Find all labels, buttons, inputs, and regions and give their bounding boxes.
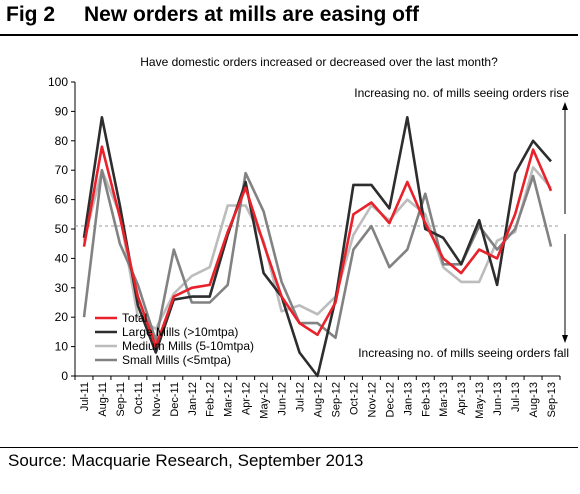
x-tick-label: Oct-12	[348, 382, 360, 415]
line-chart: Have domestic orders increased or decrea…	[48, 55, 569, 419]
x-tick-label: Nov-11	[151, 382, 163, 417]
annotation-upper: Increasing no. of mills seeing orders ri…	[354, 86, 569, 100]
x-tick-label: Oct-11	[133, 382, 145, 414]
series-line	[82, 166, 552, 331]
y-tick-label: 40	[55, 251, 69, 265]
x-tick-label: Jul-11	[79, 382, 91, 411]
y-tick-label: 30	[55, 281, 69, 295]
x-tick-label: Jan-12	[187, 382, 199, 416]
annotation-lower: Increasing no. of mills seeing orders fa…	[358, 346, 569, 360]
legend-label: Small Mills (<5mtpa)	[122, 353, 231, 367]
x-tick-label: Jun-12	[277, 382, 289, 416]
x-tick-label: Dec-12	[384, 382, 396, 417]
y-tick-label: 80	[55, 134, 69, 148]
x-axis: Jul-11 Aug-11 Sep-11 Oct-11 Nov-11 Dec-11 Jan-…	[74, 375, 561, 419]
y-tick-label: 20	[55, 310, 69, 324]
y-tick-label: 100	[48, 75, 68, 89]
x-tick-label: Feb-12	[205, 382, 217, 417]
series-lines	[82, 116, 553, 378]
x-tick-label: Apr-13	[456, 382, 468, 415]
x-tick-label: Dec-11	[169, 382, 181, 417]
annotations: Increasing no. of mills seeing orders ri…	[354, 86, 569, 360]
x-tick-label: Sep-12	[330, 382, 342, 417]
figure-title: Fig 2 New orders at mills are easing off	[6, 3, 419, 27]
y-tick-label: 70	[55, 163, 69, 177]
x-tick-label: Apr-12	[241, 382, 253, 415]
legend-label: Large Mills (>10mtpa)	[122, 325, 238, 339]
x-tick-label: Aug-12	[313, 382, 325, 417]
legend-label: Medium Mills (5-10mtpa)	[122, 339, 254, 353]
figure-number: Fig 2	[6, 3, 56, 26]
x-tick-label: Sep-11	[115, 382, 127, 417]
y-axis: 0 10 20 30 40 50 60 70 80 90 100	[48, 75, 76, 383]
x-tick-label: Aug-13	[528, 382, 540, 417]
x-tick-label: Jan-13	[402, 382, 414, 416]
x-tick-label: May-12	[259, 382, 271, 419]
y-tick-label: 90	[55, 104, 69, 118]
source-note: Source: Macquarie Research, September 20…	[8, 451, 364, 470]
y-tick-label: 10	[55, 340, 69, 354]
x-tick-label: May-13	[474, 382, 486, 419]
arrow-down-head	[562, 335, 568, 343]
x-tick-label: Nov-12	[366, 382, 378, 417]
x-tick-label: Aug-11	[97, 382, 109, 417]
figure-title-text: New orders at mills are easing off	[84, 3, 419, 26]
series-line	[82, 116, 552, 378]
y-tick-label: 50	[55, 222, 69, 236]
x-tick-label: Jul-13	[510, 382, 522, 412]
y-tick-label: 0	[61, 369, 68, 383]
x-tick-label: Mar-12	[223, 382, 235, 417]
x-tick-label: Feb-13	[420, 382, 432, 417]
chart-title: Have domestic orders increased or decrea…	[140, 55, 498, 69]
x-tick-label: Jun-13	[492, 382, 504, 416]
footer-divider	[0, 447, 578, 448]
legend-label: Total	[122, 311, 147, 325]
series-line	[82, 168, 553, 343]
arrow-up-head	[562, 102, 568, 110]
x-tick-label: Mar-13	[438, 382, 450, 417]
y-tick-label: 60	[55, 193, 69, 207]
title-divider	[0, 34, 578, 36]
x-tick-label: Jul-12	[295, 382, 307, 412]
x-tick-label: Sep-13	[546, 382, 558, 417]
series-line	[82, 145, 553, 348]
